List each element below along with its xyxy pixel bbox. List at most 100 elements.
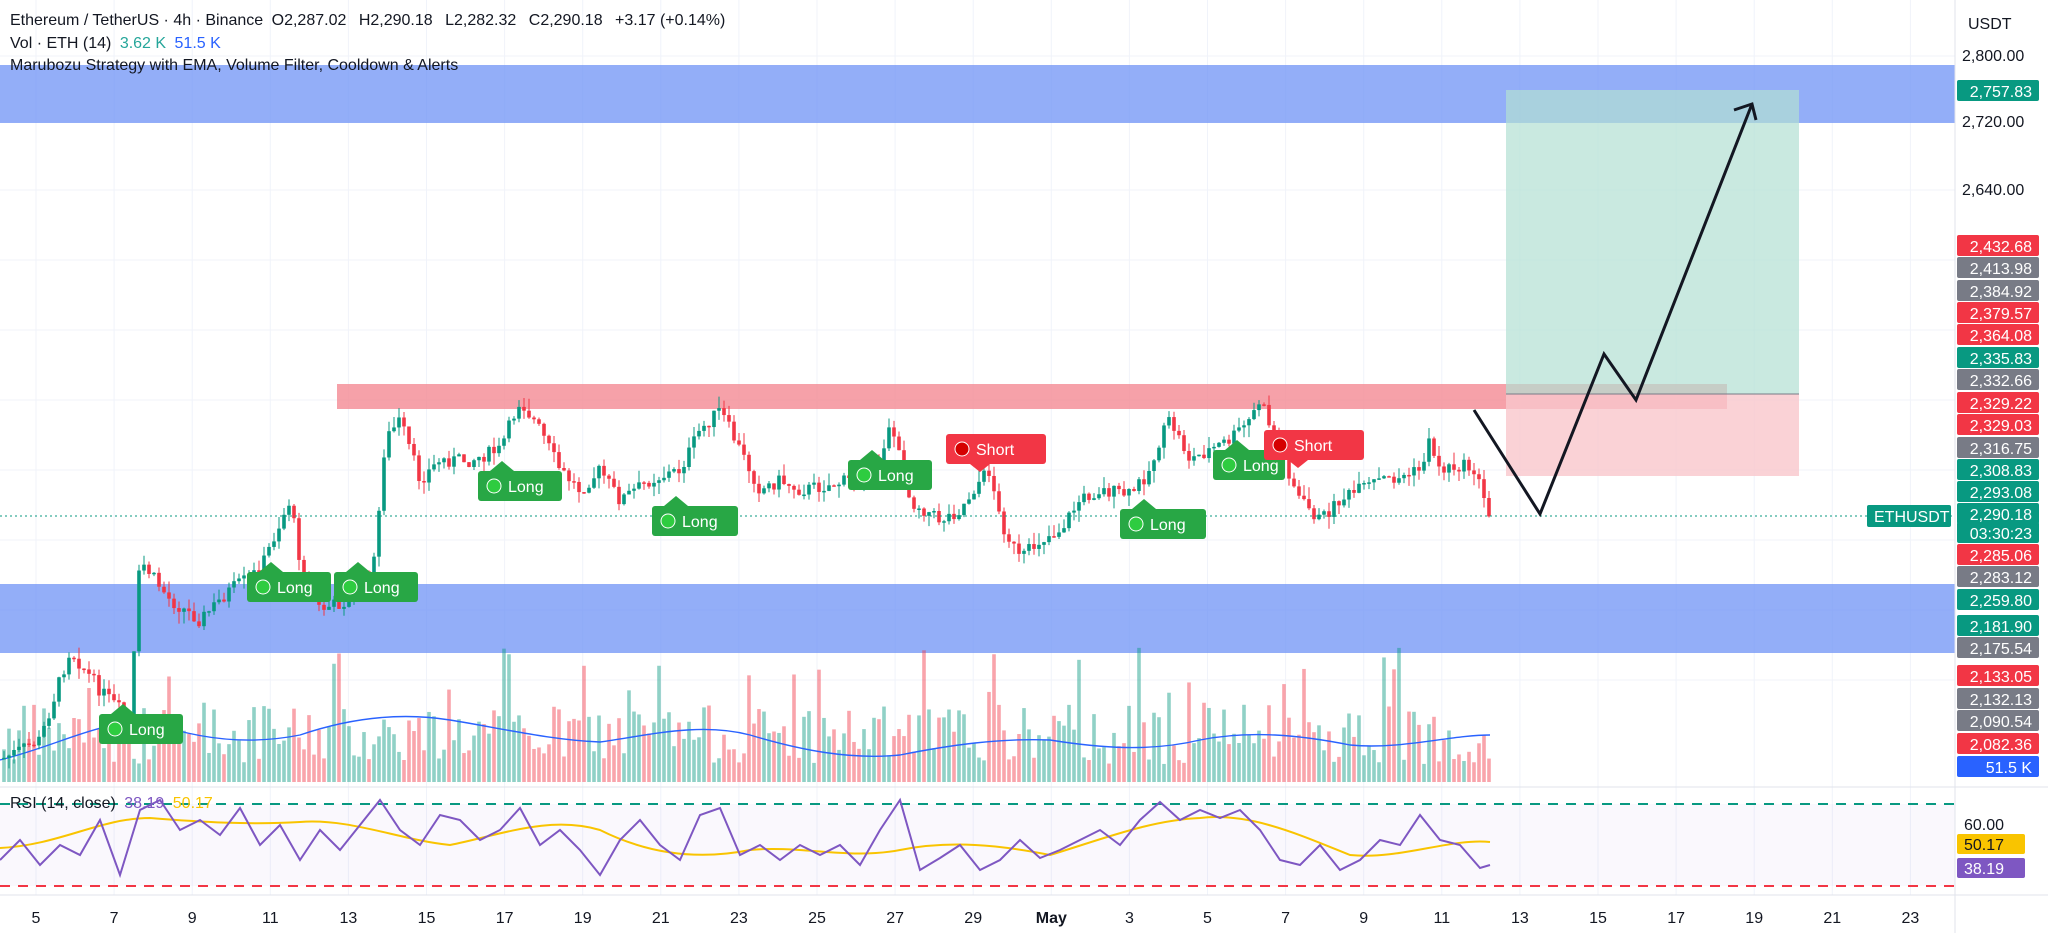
volume-bar [1292, 737, 1296, 782]
green-dot-icon [1221, 457, 1237, 473]
volume-bar [962, 714, 966, 782]
price-axis[interactable]: USDT 2,800.00 2,720.00 2,640.00 [1962, 16, 2024, 199]
long-signal-label[interactable]: Long [1120, 499, 1206, 539]
volume-bar [432, 716, 436, 782]
svg-text:Long: Long [364, 580, 400, 597]
candle-body [1357, 483, 1361, 493]
long-signal-label[interactable]: Long [848, 450, 932, 490]
strategy-title: Marubozu Strategy with EMA, Volume Filte… [10, 57, 459, 74]
candle-body [497, 445, 501, 454]
long-signal-label[interactable]: Long [99, 704, 183, 744]
strategy-legend[interactable]: Marubozu Strategy with EMA, Volume Filte… [10, 57, 462, 75]
rsi-axis[interactable]: 60.00 50.17 38.19 [1957, 817, 2025, 878]
candle-body [1487, 498, 1491, 517]
short-signal-label[interactable]: Short [946, 434, 1046, 472]
volume-bar [1002, 730, 1006, 782]
symbol-title[interactable]: Ethereum / TetherUS · 4h · Binance [10, 12, 264, 29]
candle-body [462, 454, 466, 463]
candle-body [1097, 494, 1101, 499]
volume-bar [2, 749, 6, 782]
price-tag: 2,283.12 [1957, 566, 2039, 587]
volume-bar [697, 737, 701, 782]
volume-legend[interactable]: Vol · ETH (14) 3.62 K 51.5 K [10, 35, 225, 53]
volume-bar [112, 761, 116, 782]
svg-text:2,082.36: 2,082.36 [1970, 737, 2032, 754]
volume-bar [492, 710, 496, 782]
volume-bar [842, 733, 846, 782]
volume-bar [1157, 717, 1161, 782]
volume-bar [572, 718, 576, 782]
candle-body [522, 406, 526, 411]
rsi-value-tag: 38.19 [1964, 861, 2004, 878]
volume-bar [122, 734, 126, 782]
price-tag: 2,329.22 [1957, 392, 2039, 413]
short-signal-label[interactable]: Short [1264, 430, 1364, 468]
volume-bar [37, 754, 41, 782]
volume-bar [267, 708, 271, 782]
candle-body [1182, 435, 1186, 451]
candle-body [912, 497, 916, 509]
long-signal-label[interactable]: Long [478, 461, 562, 501]
candle-body [972, 493, 976, 500]
long-signal-label[interactable]: Long [247, 562, 331, 602]
volume-bar [357, 756, 361, 782]
candle-body [922, 508, 926, 516]
volume-bar [927, 709, 931, 782]
volume-bar [1372, 750, 1376, 782]
volume-bar [147, 759, 151, 782]
candle-body [612, 478, 616, 487]
volume-bar [907, 714, 911, 782]
time-tick: 19 [574, 910, 592, 927]
signal-labels[interactable]: Long Long Long Long Long Long Long Long Short Sho… [99, 430, 1364, 744]
candle-body [1232, 430, 1236, 444]
candle-body [1107, 488, 1111, 497]
volume-bar [212, 709, 216, 782]
candle-body [222, 599, 226, 602]
red-dot-icon [954, 441, 970, 457]
volume-bar [602, 758, 606, 782]
resistance-zone[interactable] [337, 384, 1727, 409]
volume-bar [1447, 730, 1451, 782]
candle-body [137, 570, 141, 652]
rsi-legend[interactable]: RSI (14, close) 38.19 50.17 [10, 795, 217, 813]
price-tags: 2,757.83 2,432.68 2,413.98 2,384.92 2,379.57… [1957, 80, 2039, 777]
volume-bar [352, 755, 356, 782]
projection-path[interactable] [1472, 103, 1754, 518]
candle-body [1297, 486, 1301, 496]
candle-body [1342, 499, 1346, 506]
volume-bar [912, 751, 916, 782]
long-signal-label[interactable]: Long [334, 562, 418, 602]
volume-bar [977, 757, 981, 782]
candle-body [1067, 512, 1071, 529]
candle-body [667, 471, 671, 478]
price-tag: 2,082.36 [1957, 733, 2039, 754]
volume-bar [12, 759, 16, 782]
svg-text:2,308.83: 2,308.83 [1970, 463, 2032, 480]
long-signal-label[interactable]: Long [652, 496, 738, 536]
candle-body [1377, 478, 1381, 480]
position-target-area[interactable] [1506, 90, 1799, 394]
volume-bar [362, 732, 366, 782]
volume-bar [292, 708, 296, 782]
volume-bar [1022, 708, 1026, 782]
volume-bar [627, 690, 631, 782]
symbol-tag[interactable]: ETHUSDT [1867, 505, 1951, 527]
svg-text:Long: Long [129, 722, 165, 739]
volume-bar [1417, 724, 1421, 782]
time-tick: May [1036, 910, 1067, 927]
svg-text:2,259.80: 2,259.80 [1970, 593, 2032, 610]
symbol-legend[interactable]: Ethereum / TetherUS · 4h · Binance O2,28… [10, 12, 729, 30]
position-stop-area[interactable] [1506, 394, 1799, 476]
candle-body [1402, 474, 1406, 479]
time-axis[interactable]: 5 7 9 11 13 15 17 19 21 23 25 27 29 May 3 5 7 9 11 13 15 17 19… [32, 910, 1920, 927]
rsi-line [0, 797, 1491, 879]
svg-text:2,175.54: 2,175.54 [1970, 641, 2032, 658]
volume-bar [312, 754, 316, 782]
volume-bar [307, 715, 311, 782]
volume-bar [1047, 736, 1051, 782]
volume-ma-line [0, 715, 1491, 761]
volume-bar [1307, 722, 1311, 782]
candle-body [1077, 502, 1081, 511]
volume-bar [937, 717, 941, 782]
